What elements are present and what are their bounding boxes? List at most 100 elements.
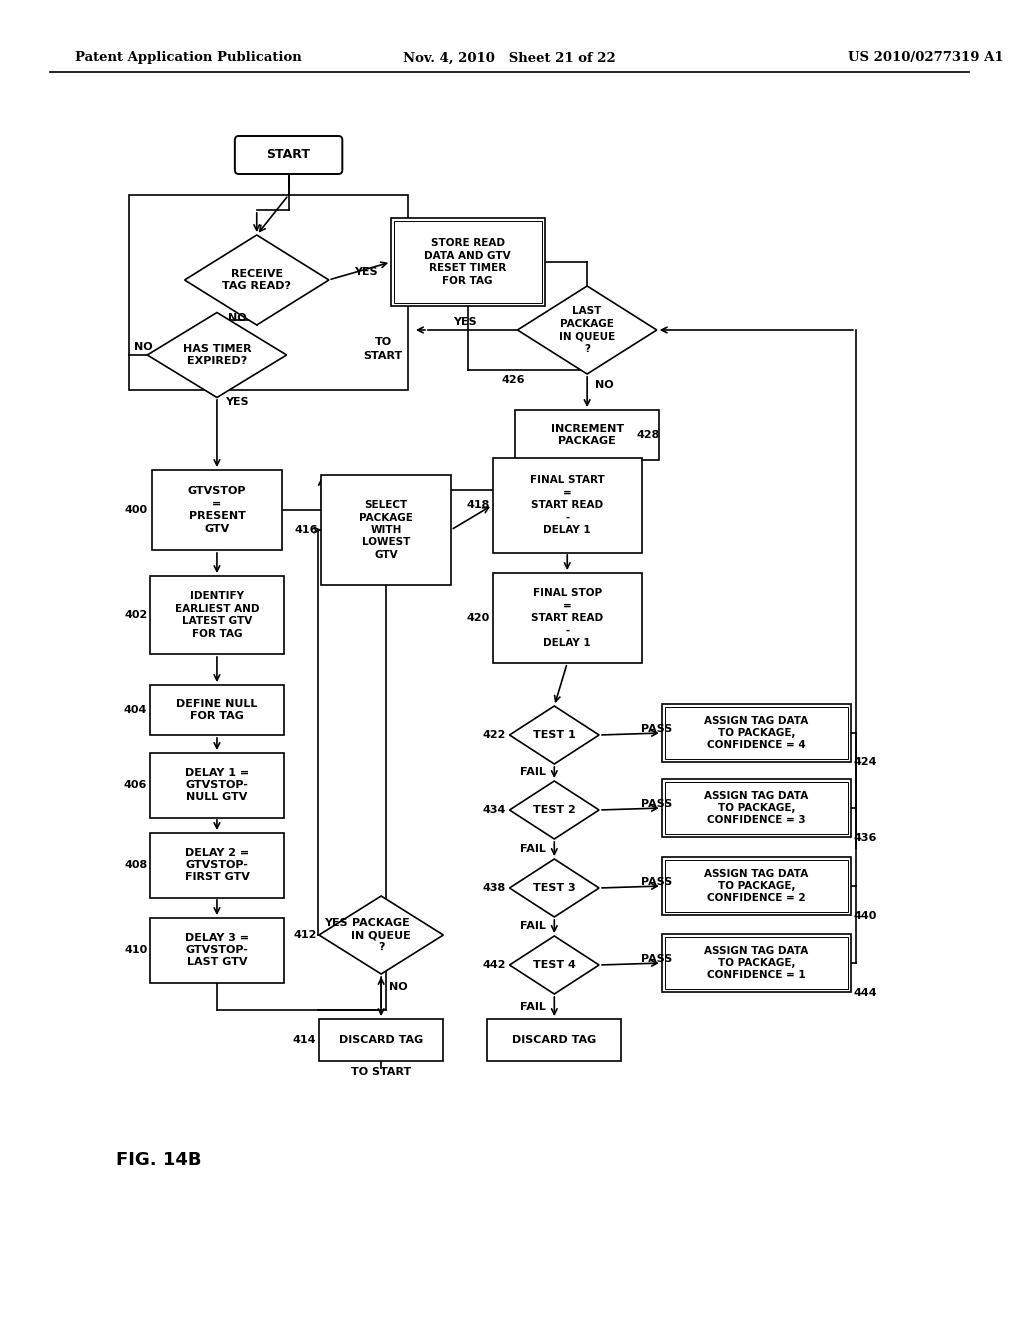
Text: PASS: PASS	[641, 723, 673, 734]
Text: DELAY 2 =
GTVSTOP-
FIRST GTV: DELAY 2 = GTVSTOP- FIRST GTV	[184, 847, 250, 882]
Text: TO START: TO START	[351, 1067, 412, 1077]
Polygon shape	[510, 781, 599, 840]
Bar	[150, 752, 284, 817]
Polygon shape	[510, 859, 599, 917]
Text: TEST 3: TEST 3	[532, 883, 575, 894]
Text: PACKAGE
IN QUEUE
?: PACKAGE IN QUEUE ?	[351, 917, 411, 953]
Text: TEST 2: TEST 2	[532, 805, 575, 814]
Text: RECEIVE
TAG READ?: RECEIVE TAG READ?	[222, 269, 291, 292]
Text: PASS: PASS	[641, 799, 673, 809]
Bar	[322, 475, 451, 585]
Polygon shape	[318, 896, 443, 974]
Text: ASSIGN TAG DATA
TO PACKAGE,
CONFIDENCE = 3: ASSIGN TAG DATA TO PACKAGE, CONFIDENCE =…	[705, 791, 808, 825]
Text: 406: 406	[124, 780, 147, 789]
Text: YES: YES	[225, 397, 249, 407]
Text: 408: 408	[124, 861, 147, 870]
Bar	[662, 935, 851, 993]
Text: STORE READ
DATA AND GTV
RESET TIMER
FOR TAG: STORE READ DATA AND GTV RESET TIMER FOR …	[424, 239, 511, 285]
Bar	[665, 937, 848, 989]
Text: Patent Application Publication: Patent Application Publication	[75, 51, 301, 65]
Bar	[662, 857, 851, 915]
Text: 404: 404	[124, 705, 147, 715]
Text: IDENTIFY
EARLIEST AND
LATEST GTV
FOR TAG: IDENTIFY EARLIEST AND LATEST GTV FOR TAG	[175, 591, 259, 639]
Text: START: START	[266, 149, 310, 161]
Text: DELAY 3 =
GTVSTOP-
LAST GTV: DELAY 3 = GTVSTOP- LAST GTV	[185, 933, 249, 968]
Text: ASSIGN TAG DATA
TO PACKAGE,
CONFIDENCE = 2: ASSIGN TAG DATA TO PACKAGE, CONFIDENCE =…	[705, 869, 808, 903]
Polygon shape	[510, 936, 599, 994]
Text: 400: 400	[124, 506, 147, 515]
Text: YES: YES	[453, 317, 476, 327]
Polygon shape	[184, 235, 329, 325]
Text: ASSIGN TAG DATA
TO PACKAGE,
CONFIDENCE = 4: ASSIGN TAG DATA TO PACKAGE, CONFIDENCE =…	[705, 715, 808, 750]
Text: HAS TIMER
EXPIRED?: HAS TIMER EXPIRED?	[182, 343, 251, 366]
Text: NO: NO	[595, 380, 613, 389]
Text: SELECT
PACKAGE
WITH
LOWEST
GTV: SELECT PACKAGE WITH LOWEST GTV	[359, 500, 413, 560]
Text: FINAL START
=
START READ
-
DELAY 1: FINAL START = START READ - DELAY 1	[529, 475, 604, 535]
Bar	[150, 685, 284, 735]
Text: 440: 440	[854, 911, 878, 921]
Bar	[665, 781, 848, 834]
Text: 418: 418	[466, 500, 489, 510]
Text: 410: 410	[124, 945, 147, 954]
Text: YES: YES	[354, 267, 378, 277]
Text: DISCARD TAG: DISCARD TAG	[512, 1035, 596, 1045]
Text: INCREMENT
PACKAGE: INCREMENT PACKAGE	[551, 424, 624, 446]
Bar	[318, 1019, 443, 1061]
Text: TO: TO	[375, 337, 392, 347]
Text: TEST 1: TEST 1	[532, 730, 575, 741]
Text: 402: 402	[124, 610, 147, 620]
Text: LAST
PACKAGE
IN QUEUE
?: LAST PACKAGE IN QUEUE ?	[559, 306, 615, 354]
Text: NO: NO	[389, 982, 408, 993]
Text: 444: 444	[854, 987, 878, 998]
Bar	[662, 779, 851, 837]
Text: 428: 428	[637, 430, 660, 440]
Text: 412: 412	[293, 931, 316, 940]
Text: 416: 416	[295, 525, 318, 535]
Text: GTVSTOP
=
PRESENT
GTV: GTVSTOP = PRESENT GTV	[187, 486, 246, 533]
Polygon shape	[510, 706, 599, 764]
Text: PASS: PASS	[641, 954, 673, 964]
Text: 414: 414	[293, 1035, 316, 1045]
Text: 438: 438	[482, 883, 506, 894]
Text: FAIL: FAIL	[520, 843, 547, 854]
Text: FINAL STOP
=
START READ
-
DELAY 1: FINAL STOP = START READ - DELAY 1	[531, 589, 603, 648]
Text: DISCARD TAG: DISCARD TAG	[339, 1035, 423, 1045]
Text: ASSIGN TAG DATA
TO PACKAGE,
CONFIDENCE = 1: ASSIGN TAG DATA TO PACKAGE, CONFIDENCE =…	[705, 945, 808, 981]
Text: DEFINE NULL
FOR TAG: DEFINE NULL FOR TAG	[176, 698, 258, 721]
Bar	[393, 220, 542, 304]
Bar	[150, 833, 284, 898]
Text: PASS: PASS	[641, 876, 673, 887]
Text: 436: 436	[854, 833, 878, 843]
Text: FAIL: FAIL	[520, 1002, 547, 1012]
Bar	[493, 458, 642, 553]
Text: NO: NO	[134, 342, 153, 352]
Text: 420: 420	[466, 612, 489, 623]
Text: 434: 434	[482, 805, 506, 814]
Text: YES: YES	[325, 917, 348, 928]
Bar	[150, 917, 284, 982]
Bar	[150, 576, 284, 653]
Bar	[153, 470, 282, 550]
Text: 422: 422	[482, 730, 506, 741]
Bar	[665, 861, 848, 912]
Text: 442: 442	[482, 960, 506, 970]
Bar	[390, 218, 545, 306]
Text: 424: 424	[854, 756, 878, 767]
Bar	[665, 708, 848, 759]
Text: DELAY 1 =
GTVSTOP-
NULL GTV: DELAY 1 = GTVSTOP- NULL GTV	[185, 768, 249, 803]
Polygon shape	[147, 313, 287, 397]
Text: FAIL: FAIL	[520, 767, 547, 777]
Polygon shape	[517, 286, 656, 374]
Text: NO: NO	[227, 313, 246, 323]
Text: Nov. 4, 2010   Sheet 21 of 22: Nov. 4, 2010 Sheet 21 of 22	[403, 51, 615, 65]
Text: FIG. 14B: FIG. 14B	[117, 1151, 202, 1170]
Bar	[515, 411, 659, 459]
Bar	[487, 1019, 622, 1061]
Bar	[129, 195, 408, 389]
Text: US 2010/0277319 A1: US 2010/0277319 A1	[848, 51, 1004, 65]
FancyBboxPatch shape	[234, 136, 342, 174]
Text: START: START	[364, 351, 402, 360]
Bar	[662, 704, 851, 762]
Text: TEST 4: TEST 4	[532, 960, 575, 970]
Text: 426: 426	[502, 375, 525, 385]
